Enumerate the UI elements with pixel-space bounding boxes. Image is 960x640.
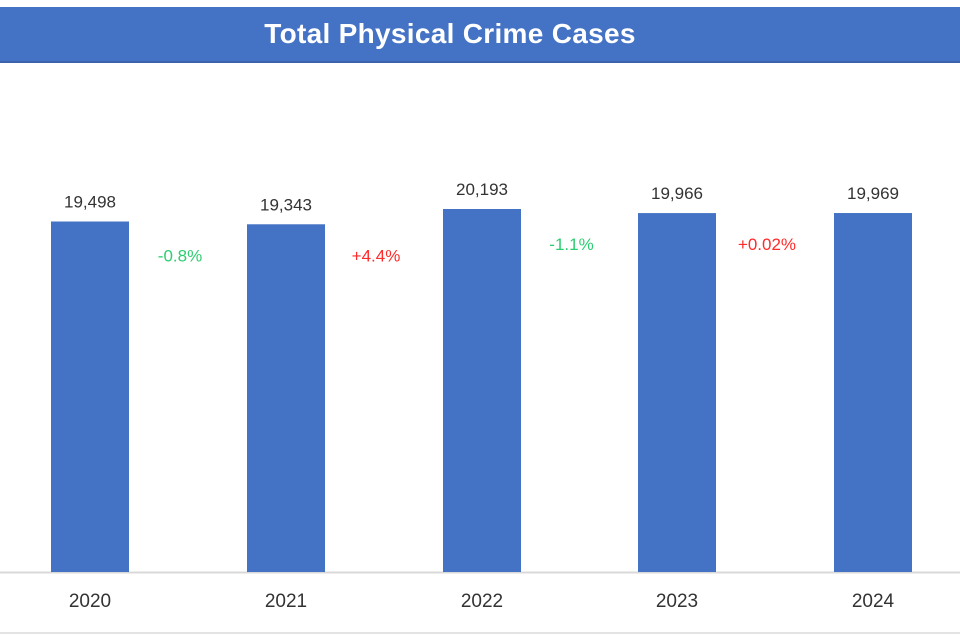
chart-title-bar: Total Physical Crime Cases — [0, 7, 960, 63]
bar-2023 — [638, 213, 716, 572]
change-label-2023-2024: +0.02% — [738, 235, 796, 254]
change-label-2020-2021: -0.8% — [158, 246, 202, 265]
x-tick-2023: 2023 — [656, 591, 698, 612]
x-tick-2021: 2021 — [265, 591, 307, 612]
change-label-2021-2022: +4.4% — [352, 246, 401, 265]
data-label-2023: 19,966 — [651, 184, 703, 203]
bar-2021 — [247, 224, 325, 573]
chart-title: Total Physical Crime Cases — [264, 18, 636, 49]
bar-2020 — [51, 221, 129, 572]
bar-2022 — [443, 209, 521, 572]
data-label-2024: 19,969 — [847, 184, 899, 203]
data-label-2020: 19,498 — [64, 192, 116, 211]
x-tick-2022: 2022 — [461, 591, 503, 612]
data-label-2021: 19,343 — [260, 195, 312, 214]
bottom-divider — [0, 632, 960, 634]
x-tick-2024: 2024 — [852, 591, 895, 612]
bar-2024 — [834, 213, 912, 573]
x-tick-2020: 2020 — [69, 591, 111, 612]
change-label-2022-2023: -1.1% — [549, 235, 593, 254]
data-label-2022: 20,193 — [456, 180, 508, 199]
